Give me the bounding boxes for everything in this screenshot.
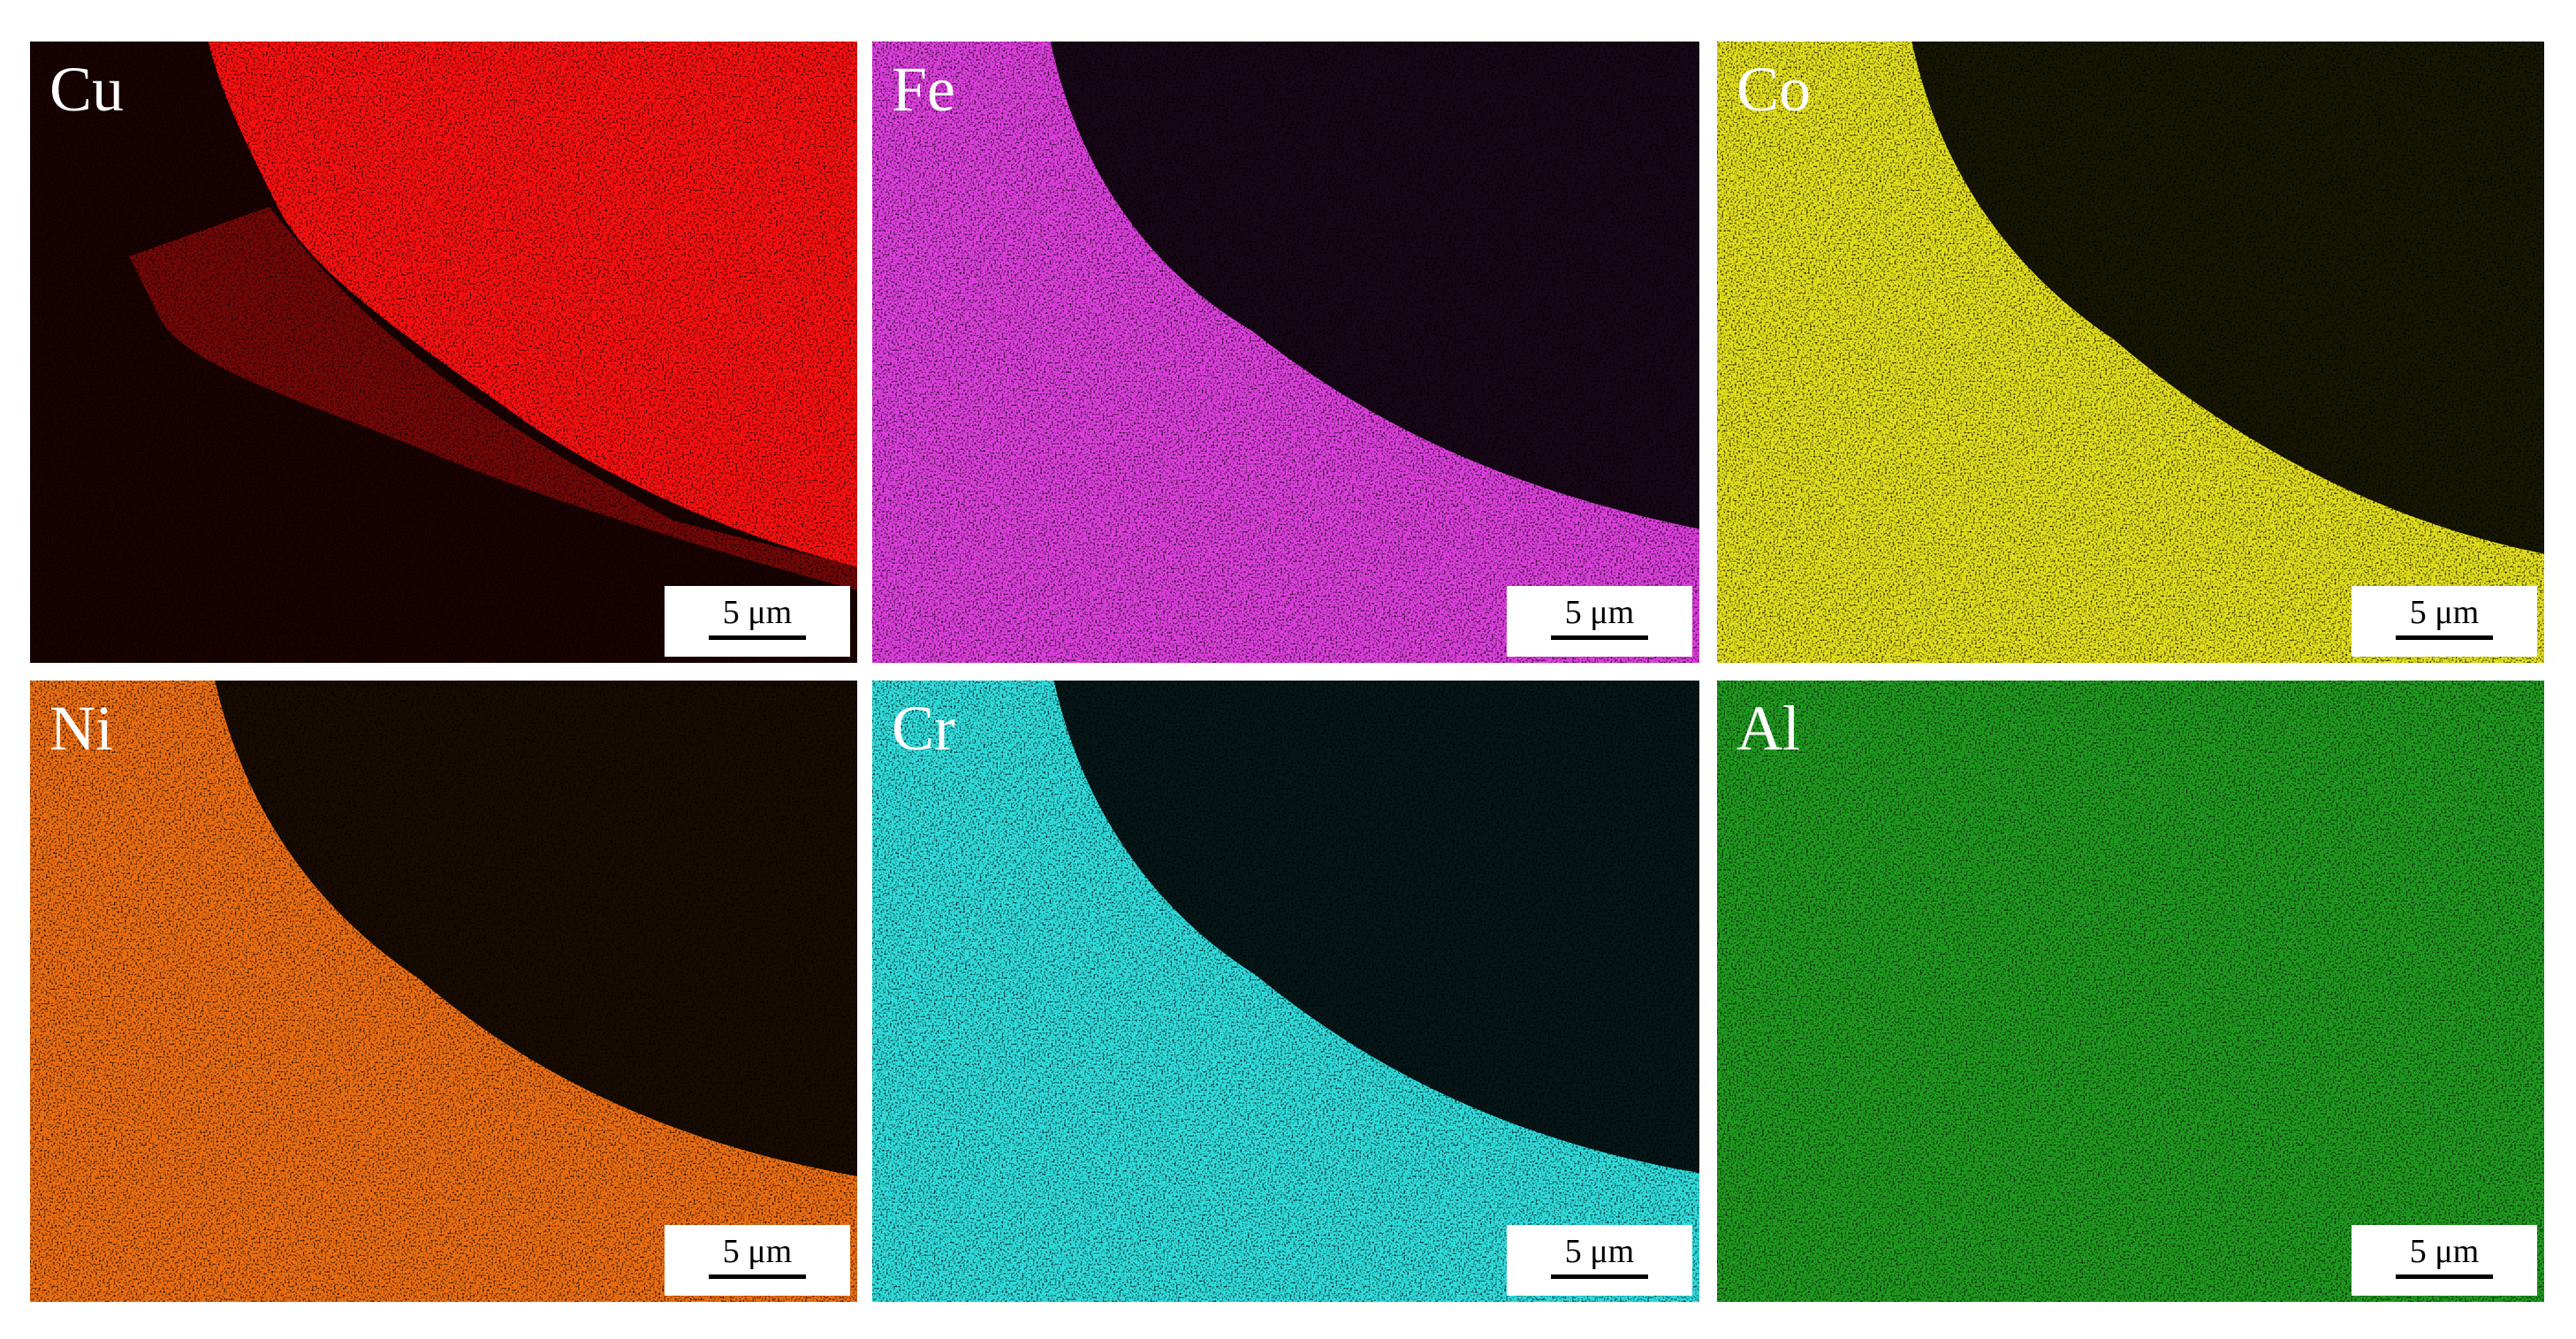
map-image: [1717, 681, 2544, 1302]
map-image: [30, 42, 857, 663]
element-map: Cu 5 μm: [30, 42, 857, 663]
noise: [872, 681, 1699, 1302]
map-image: [872, 42, 1699, 663]
element-label: Fe: [892, 54, 955, 125]
noise: [30, 681, 857, 1302]
scale-bar-label: 5 μm: [722, 594, 793, 631]
scale-bar-label: 5 μm: [2409, 1233, 2480, 1270]
scale-bar: 5 μm: [1507, 586, 1692, 657]
scale-bar: 5 μm: [2352, 1225, 2537, 1296]
element-map: Al 5 μm: [1717, 681, 2544, 1302]
map-image: [1717, 42, 2544, 663]
scale-bar-line: [1551, 1274, 1648, 1279]
element-label: Co: [1736, 54, 1812, 125]
scale-bar-line: [2396, 1274, 2493, 1279]
map-image: [872, 681, 1699, 1302]
map-image: [30, 681, 857, 1302]
scale-bar-label: 5 μm: [1564, 594, 1635, 631]
element-map: Fe 5 μm: [872, 42, 1699, 663]
scale-bar: 5 μm: [1507, 1225, 1692, 1296]
scale-bar: 5 μm: [665, 586, 850, 657]
element-map: Ni 5 μm: [30, 681, 857, 1302]
element-label: Al: [1736, 693, 1800, 764]
scale-bar-line: [709, 1274, 806, 1279]
scale-bar-label: 5 μm: [1564, 1233, 1635, 1270]
scale-bar: 5 μm: [2352, 586, 2537, 657]
element-map: Co 5 μm: [1717, 42, 2544, 663]
noise: [872, 42, 1699, 663]
noise: [1717, 42, 2544, 663]
element-label: Cr: [892, 693, 955, 764]
noise: [1717, 681, 2544, 1302]
noise: [30, 42, 857, 663]
element-label: Cu: [49, 54, 125, 125]
scale-bar-label: 5 μm: [2409, 594, 2480, 631]
scale-bar-line: [709, 635, 806, 640]
scale-bar-line: [2396, 635, 2493, 640]
scale-bar-label: 5 μm: [722, 1233, 793, 1270]
scale-bar-line: [1551, 635, 1648, 640]
element-map: Cr 5 μm: [872, 681, 1699, 1302]
scale-bar: 5 μm: [665, 1225, 850, 1296]
element-label: Ni: [49, 693, 113, 764]
